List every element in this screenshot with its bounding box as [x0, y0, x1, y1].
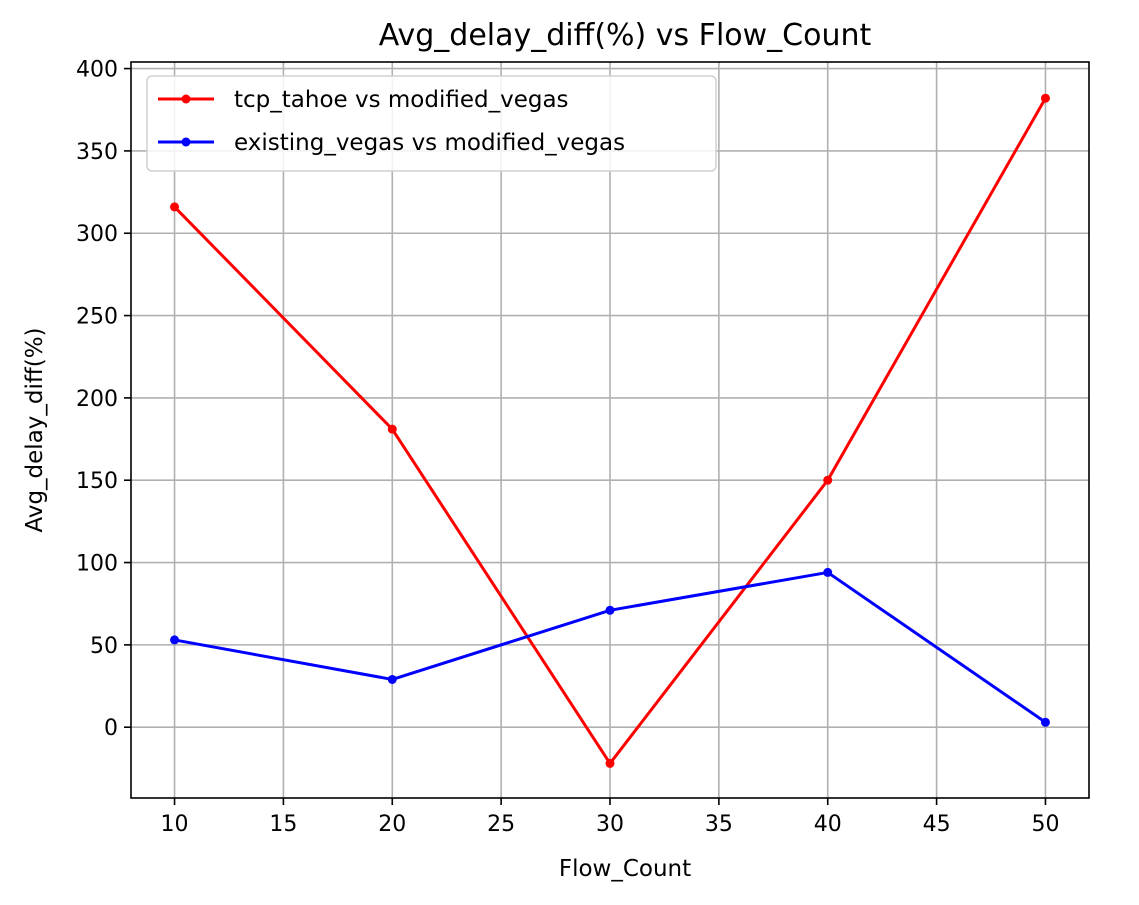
data-point — [170, 202, 180, 212]
y-tick-label: 50 — [90, 634, 118, 659]
x-tick-label: 50 — [1031, 812, 1059, 837]
y-tick-label: 300 — [76, 222, 118, 247]
y-axis-label: Avg_delay_diff(%) — [22, 327, 48, 532]
legend-marker-tcp-tahoe — [181, 94, 191, 104]
x-tick-label: 35 — [705, 812, 733, 837]
data-point — [605, 605, 615, 615]
data-point — [170, 635, 180, 645]
series-1 — [170, 567, 1050, 727]
legend-marker-existing-vegas — [181, 137, 191, 147]
legend-label-existing-vegas: existing_vegas vs modified_vegas — [234, 130, 625, 156]
legend-label-tcp-tahoe: tcp_tahoe vs modified_vegas — [234, 87, 569, 113]
y-tick-label: 150 — [76, 469, 118, 494]
data-point — [1040, 717, 1050, 727]
data-point — [823, 567, 833, 577]
series-lines — [170, 93, 1050, 768]
axis-ticks: 10 15 20 25 30 35 40 45 50 0 50 100 150 200 250 300 350 4… — [76, 58, 1059, 837]
x-axis-label: Flow_Count — [559, 856, 691, 882]
x-tick-label: 20 — [378, 812, 406, 837]
grid-lines — [131, 62, 1089, 798]
legend: tcp_tahoe vs modified_vegas existing_veg… — [146, 75, 717, 172]
data-point — [387, 424, 397, 434]
series-0 — [170, 93, 1050, 768]
data-point — [1040, 93, 1050, 103]
y-tick-label: 200 — [76, 387, 118, 412]
chart-title: Avg_delay_diff(%) vs Flow_Count — [379, 18, 872, 53]
legend-box — [146, 75, 717, 172]
plot-frame — [130, 61, 1090, 799]
data-point — [605, 758, 615, 768]
data-point — [823, 475, 833, 485]
legend-item-existing-vegas: existing_vegas vs modified_vegas — [158, 130, 625, 156]
y-tick-label: 100 — [76, 552, 118, 577]
y-tick-label: 400 — [76, 58, 118, 83]
x-tick-label: 30 — [596, 812, 624, 837]
data-point — [387, 674, 397, 684]
x-tick-label: 45 — [923, 812, 951, 837]
x-tick-label: 40 — [814, 812, 842, 837]
y-tick-label: 250 — [76, 305, 118, 330]
x-tick-label: 10 — [161, 812, 189, 837]
legend-item-tcp-tahoe: tcp_tahoe vs modified_vegas — [158, 87, 569, 113]
y-tick-label: 0 — [104, 716, 118, 741]
x-tick-label: 15 — [269, 812, 297, 837]
y-tick-label: 350 — [76, 140, 118, 165]
x-tick-label: 25 — [487, 812, 515, 837]
